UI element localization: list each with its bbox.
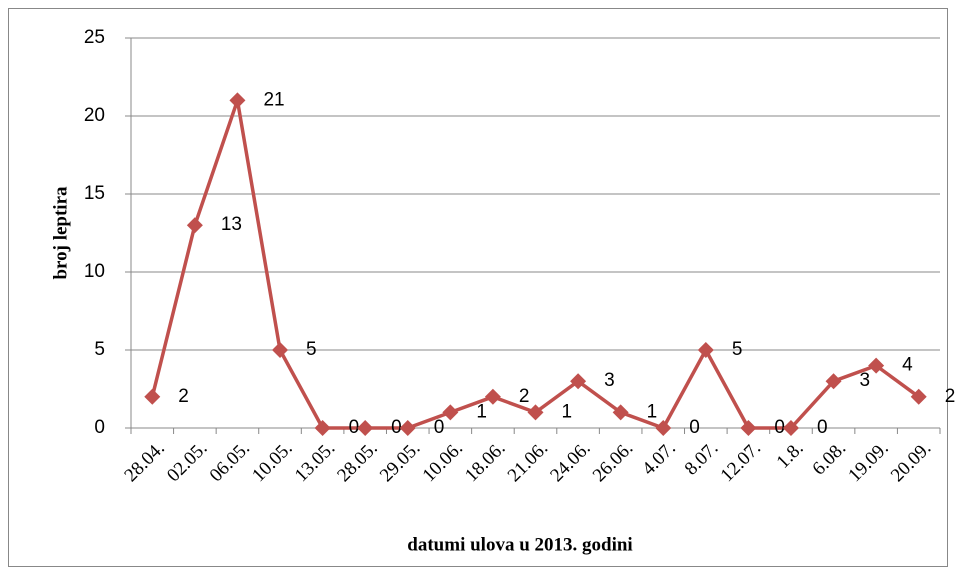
data-marker — [314, 420, 331, 436]
x-tick-label: 12.07. — [717, 438, 765, 486]
x-tick-label: 8.07. — [681, 438, 723, 480]
data-label: 5 — [306, 339, 317, 360]
data-marker — [229, 92, 246, 109]
data-label: 0 — [774, 417, 785, 438]
data-marker — [527, 404, 544, 421]
x-tick-label: 24.06. — [546, 438, 594, 486]
x-tick-label: 28.05. — [333, 438, 381, 486]
y-tick-label: 25 — [84, 27, 105, 48]
data-label: 21 — [263, 89, 284, 110]
data-label: 1 — [647, 401, 658, 422]
y-tick-label: 0 — [94, 417, 105, 438]
y-tick-label: 5 — [94, 339, 105, 360]
x-tick-label: 02.05. — [163, 438, 211, 486]
x-axis-label: datumi ulova u 2013. godini — [407, 534, 632, 555]
data-label: 0 — [349, 417, 360, 438]
data-marker — [399, 420, 416, 436]
data-label: 0 — [391, 417, 402, 438]
x-tick-label: 19.09. — [844, 438, 892, 486]
data-label: 2 — [945, 386, 956, 407]
data-marker — [697, 342, 714, 358]
data-marker — [740, 420, 757, 436]
y-tick-label: 10 — [84, 261, 105, 282]
data-marker — [825, 373, 842, 390]
x-tick-label: 10.06. — [419, 438, 467, 486]
x-tick-label: 28.04. — [120, 438, 168, 486]
data-marker — [357, 420, 374, 436]
x-tick-label: 21.06. — [504, 438, 552, 486]
y-axis-label: broj leptira — [50, 186, 71, 280]
data-marker — [868, 357, 885, 374]
data-marker — [484, 388, 501, 405]
x-tick-label: 13.05. — [291, 438, 339, 486]
data-label: 1 — [562, 401, 573, 422]
x-tick-label: 6.08. — [808, 438, 850, 480]
data-marker — [272, 342, 289, 358]
data-marker — [910, 388, 927, 405]
x-tick-label: 29.05. — [376, 438, 424, 486]
y-tick-label: 20 — [84, 105, 105, 126]
x-tick-label: 26.06. — [589, 438, 637, 486]
data-label: 2 — [178, 386, 189, 407]
x-tick-label: 4.07. — [638, 438, 680, 480]
data-marker — [612, 404, 629, 421]
data-label: 3 — [860, 370, 871, 391]
x-tick-label: 10.05. — [248, 438, 296, 486]
x-tick-label: 1.8. — [773, 438, 808, 473]
data-marker — [782, 420, 799, 436]
data-marker — [570, 373, 587, 390]
data-marker — [442, 404, 459, 421]
data-label: 2 — [519, 386, 530, 407]
data-marker — [144, 388, 161, 405]
y-tick-label: 15 — [84, 183, 105, 204]
data-label: 4 — [902, 355, 913, 376]
data-line — [150, 98, 920, 430]
data-label: 0 — [434, 417, 445, 438]
data-label: 0 — [817, 417, 828, 438]
x-tick-label: 06.05. — [206, 438, 254, 486]
chart-border — [8, 8, 948, 567]
data-label: 1 — [476, 401, 487, 422]
x-tick-label: 18.06. — [461, 438, 509, 486]
x-tick-label: 20.09. — [887, 438, 935, 486]
data-label: 3 — [604, 370, 615, 391]
data-label: 5 — [732, 339, 743, 360]
data-marker — [186, 217, 203, 234]
data-label: 0 — [689, 417, 700, 438]
data-marker — [655, 420, 672, 436]
data-label: 13 — [221, 214, 242, 235]
